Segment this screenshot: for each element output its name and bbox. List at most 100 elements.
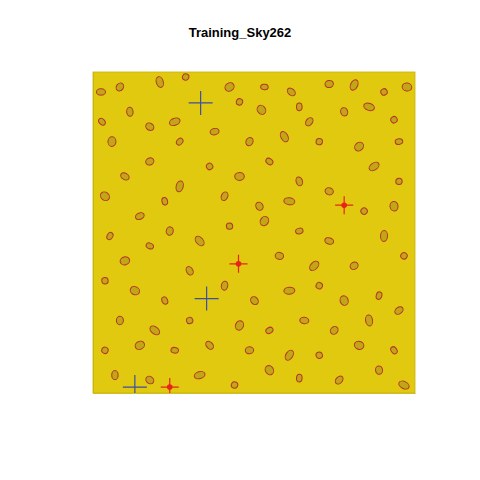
galaxy xyxy=(226,223,233,230)
galaxy xyxy=(175,137,184,146)
galaxy xyxy=(249,295,260,306)
halo-cross xyxy=(189,91,213,115)
galaxy xyxy=(315,281,324,290)
galaxy xyxy=(260,84,268,90)
galaxy xyxy=(363,102,376,112)
galaxy xyxy=(170,347,179,354)
galaxy xyxy=(223,81,235,93)
galaxy xyxy=(101,346,110,355)
galaxy xyxy=(295,227,304,235)
galaxy xyxy=(324,80,334,88)
galaxy xyxy=(308,259,321,272)
galaxy xyxy=(145,242,154,250)
halo-dot xyxy=(236,261,242,267)
galaxy xyxy=(284,287,295,295)
galaxy xyxy=(148,324,161,336)
halo-dot xyxy=(341,202,347,208)
galaxy xyxy=(161,197,168,206)
galaxy xyxy=(402,82,413,92)
galaxy xyxy=(101,277,108,284)
galaxy xyxy=(97,117,106,126)
galaxy xyxy=(324,187,334,196)
galaxy xyxy=(236,98,244,106)
galaxy xyxy=(316,138,323,145)
galaxy xyxy=(389,346,398,355)
galaxy xyxy=(275,252,284,260)
galaxy xyxy=(205,162,214,171)
galaxy xyxy=(185,265,195,276)
galaxy xyxy=(389,201,398,212)
galaxy xyxy=(175,180,184,192)
galaxy xyxy=(210,128,220,136)
plot-area xyxy=(96,73,412,393)
halo-cross xyxy=(123,375,147,393)
series-0 xyxy=(96,73,412,391)
galaxy xyxy=(380,88,389,97)
galaxy xyxy=(112,371,118,380)
galaxy xyxy=(263,364,275,376)
halo-dot xyxy=(167,384,173,390)
galaxy xyxy=(134,340,146,351)
galaxy xyxy=(235,172,245,180)
galaxy xyxy=(283,197,295,205)
galaxy xyxy=(108,137,117,147)
galaxy xyxy=(375,291,383,300)
galaxy xyxy=(116,316,123,325)
galaxy xyxy=(390,115,399,124)
galaxy xyxy=(375,365,383,375)
galaxy xyxy=(353,140,365,152)
series-1 xyxy=(123,91,219,393)
galaxy xyxy=(397,379,410,390)
galaxy xyxy=(315,351,323,359)
galaxy xyxy=(339,295,350,307)
galaxy xyxy=(360,207,369,216)
galaxy xyxy=(324,237,335,246)
axis-line xyxy=(93,73,94,394)
galaxy xyxy=(144,122,155,132)
galaxy xyxy=(165,226,174,236)
galaxy xyxy=(353,340,364,350)
galaxy xyxy=(286,87,297,98)
galaxy xyxy=(168,116,181,127)
galaxy xyxy=(395,138,403,144)
galaxy xyxy=(119,171,130,181)
halo-cross xyxy=(161,378,179,393)
galaxy xyxy=(245,346,254,354)
galaxy xyxy=(145,157,155,167)
galaxy xyxy=(193,235,205,248)
galaxy xyxy=(329,325,340,336)
galaxy xyxy=(186,317,194,325)
galaxy xyxy=(349,79,360,92)
galaxy xyxy=(396,178,403,185)
galaxy xyxy=(365,314,374,326)
galaxy xyxy=(349,261,360,272)
halo-cross xyxy=(335,196,353,214)
galaxy xyxy=(134,211,145,221)
galaxy xyxy=(265,157,274,166)
galaxy xyxy=(129,285,141,297)
y-axis xyxy=(93,73,94,394)
galaxy xyxy=(234,319,245,331)
galaxy xyxy=(230,381,238,389)
galaxy xyxy=(99,190,111,202)
galaxy xyxy=(220,281,228,291)
galaxy xyxy=(126,107,133,117)
galaxy xyxy=(161,296,169,305)
galaxy xyxy=(295,176,304,187)
galaxy xyxy=(380,230,387,241)
galaxy xyxy=(283,349,295,362)
galaxy xyxy=(296,103,302,111)
galaxy xyxy=(255,104,267,116)
galaxy xyxy=(258,215,270,227)
halo-cross xyxy=(195,287,219,311)
galaxy xyxy=(393,305,404,315)
series-2 xyxy=(161,196,353,393)
galaxy xyxy=(304,116,314,127)
galaxy xyxy=(279,130,290,143)
axis-line xyxy=(94,393,416,394)
galaxy xyxy=(296,374,302,382)
galaxy xyxy=(119,256,130,266)
title: Training_Sky262 xyxy=(189,25,292,40)
galaxy xyxy=(144,375,155,386)
galaxy xyxy=(220,191,230,202)
